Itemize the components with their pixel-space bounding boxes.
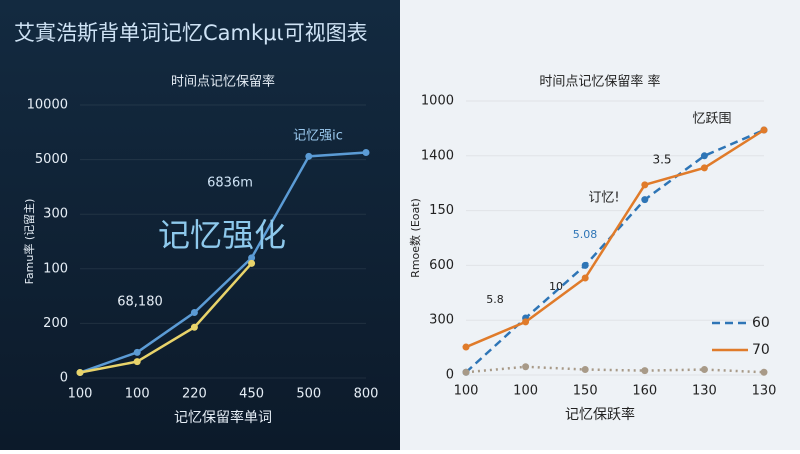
annotation: 10 <box>549 280 563 293</box>
left-panel <box>0 0 400 450</box>
page-title: 艾寘浩斯背单词记忆Camkμι可视图表 <box>14 21 368 45</box>
y-tick-label: 100 <box>43 261 68 276</box>
x-tick-label: 130 <box>752 384 777 399</box>
y-tick-label: 0 <box>60 371 68 386</box>
point <box>248 259 256 267</box>
point <box>700 164 708 172</box>
y-tick-label: 300 <box>43 207 68 222</box>
point <box>462 368 470 376</box>
y-tick-label: 5000 <box>35 152 68 167</box>
point <box>133 358 141 366</box>
annotation: 忆跃围 <box>692 111 731 127</box>
y-tick-label: 600 <box>429 258 454 273</box>
annotation: 6836m <box>207 176 253 191</box>
point <box>760 126 768 134</box>
annotation: 68,180 <box>117 295 163 310</box>
x-tick-label: 500 <box>296 387 321 402</box>
point <box>248 254 256 262</box>
point <box>700 366 708 374</box>
y-tick-label: 300 <box>429 313 454 328</box>
y-tick-label: 150 <box>429 203 454 218</box>
y-tick-label: 1400 <box>421 148 454 163</box>
point <box>641 181 649 189</box>
annotation: 5.8 <box>486 293 504 306</box>
y-tick-label: 200 <box>43 316 68 331</box>
annotation: 记忆强ic <box>293 128 343 144</box>
point <box>581 274 589 282</box>
x-tick-label: 150 <box>573 384 598 399</box>
series-line <box>79 151 367 374</box>
point <box>641 367 649 375</box>
x-tick-label: 100 <box>454 384 479 399</box>
x-tick-label: 100 <box>68 387 93 402</box>
annotation: 订忆! <box>588 190 619 206</box>
point <box>522 363 530 371</box>
y-axis-label: Famu率 (记留主) <box>22 199 36 285</box>
point <box>641 196 649 204</box>
point <box>522 318 530 326</box>
x-tick-label: 160 <box>632 384 657 399</box>
point <box>760 368 768 376</box>
series-line <box>465 365 765 374</box>
x-axis-label: 记忆保跃率 <box>565 406 635 423</box>
legend-label: 70 <box>752 342 770 358</box>
y-axis-label: Rmoe数 (Eoat) <box>409 198 422 278</box>
point <box>305 152 313 160</box>
point <box>700 152 708 160</box>
x-tick-label: 130 <box>692 384 717 399</box>
point <box>581 261 589 269</box>
point <box>190 308 198 316</box>
x-tick-label: 450 <box>239 387 264 402</box>
annotation: 5.08 <box>573 228 598 241</box>
x-tick-label: 220 <box>182 387 207 402</box>
y-tick-label: 0 <box>446 368 454 383</box>
x-axis-label: 记忆保留率单词 <box>174 409 272 426</box>
x-tick-label: 100 <box>125 387 150 402</box>
point <box>133 348 141 356</box>
annotation: 记忆强化 <box>158 216 286 254</box>
series-line <box>79 262 253 374</box>
series-line <box>465 128 765 349</box>
x-tick-label: 800 <box>354 387 379 402</box>
chart-title: 时间点记忆保留率 <box>171 74 275 90</box>
y-tick-label: 10000 <box>27 98 68 113</box>
point <box>190 323 198 331</box>
y-tick-label: 1000 <box>421 94 454 109</box>
point <box>362 149 370 157</box>
point <box>76 369 84 377</box>
x-tick-label: 100 <box>513 384 538 399</box>
right-panel <box>400 0 800 450</box>
point <box>581 366 589 374</box>
annotation: 3.5 <box>652 153 671 167</box>
chart-title: 时间点记忆保留率 率 <box>539 74 660 90</box>
point <box>462 343 470 351</box>
legend-label: 60 <box>752 315 770 331</box>
